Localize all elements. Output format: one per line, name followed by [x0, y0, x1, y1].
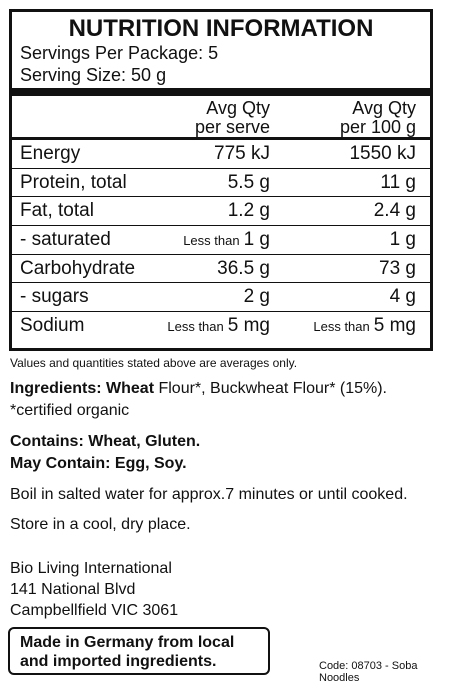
- value: 1 g: [389, 228, 416, 250]
- organic-note: *certified organic: [10, 402, 130, 419]
- per-100g-value: 2.4 g: [270, 200, 416, 222]
- value: 36.5 g: [217, 257, 270, 279]
- table-row: Sodium Less than 5 mg Less than 5 mg: [12, 312, 430, 341]
- value: 5 mg: [373, 315, 416, 337]
- per-serve-value: 1.2 g: [152, 200, 270, 222]
- per-100g-value: 1550 kJ: [270, 143, 416, 165]
- nutrient-name: Fat, total: [20, 200, 94, 222]
- table-row: - sugars 2 g 4 g: [12, 283, 430, 313]
- cooking-instructions: Boil in salted water for approx.7 minute…: [10, 486, 408, 503]
- contains-line: Contains: Wheat, Gluten.: [10, 433, 201, 450]
- nutrient-name: - sugars: [20, 286, 89, 308]
- nutrient-name: Energy: [20, 142, 81, 164]
- per-serve-value: 5.5 g: [152, 172, 270, 194]
- storage-instructions: Store in a cool, dry place.: [10, 516, 191, 533]
- per-100g-value: 11 g: [270, 172, 416, 194]
- per-100g-value: 4 g: [270, 286, 416, 308]
- per-100g-value: Less than 5 mg: [270, 315, 416, 337]
- per-serve-header-line2: per serve: [194, 117, 270, 137]
- per-100g-header: Avg Qty per 100 g: [270, 96, 416, 137]
- nutrient-name: Sodium: [20, 315, 85, 337]
- origin-line2: and imported ingredients.: [20, 653, 217, 670]
- ingredient-wheat: Wheat: [106, 380, 155, 397]
- value: 2.4 g: [373, 200, 416, 222]
- per-100g-header-line2: per 100 g: [339, 117, 416, 137]
- nutrient-name: Carbohydrate: [20, 257, 136, 279]
- less-than-prefix: Less than: [313, 319, 370, 335]
- per-serve-value: Less than 5 mg: [152, 315, 270, 337]
- ingredients-rest: Flour*, Buckwheat Flour* (15%).: [154, 380, 387, 397]
- value: 1550 kJ: [349, 142, 416, 164]
- nutrient-rows: Energy 775 kJ 1550 kJ Protein, total 5.5…: [12, 140, 430, 341]
- product-code: Code: 08703 - Soba Noodles: [319, 660, 418, 684]
- nutrient-name: - saturated: [20, 228, 111, 250]
- value: 775 kJ: [214, 142, 270, 164]
- value: 73 g: [379, 257, 416, 279]
- nutrition-panel: NUTRITION INFORMATION Servings Per Packa…: [9, 9, 433, 351]
- table-row: Carbohydrate 36.5 g 73 g: [12, 255, 430, 284]
- nutrient-name: Protein, total: [20, 171, 127, 193]
- address-line2: 141 National Blvd: [10, 581, 136, 598]
- table-header: Avg Qty per serve Avg Qty per 100 g: [12, 96, 430, 140]
- may-contain-line: May Contain: Egg, Soy.: [10, 455, 187, 472]
- value: 11 g: [380, 171, 416, 193]
- value: 1.2 g: [227, 200, 270, 222]
- origin-box: Made in Germany from local and imported …: [8, 627, 270, 675]
- panel-title: NUTRITION INFORMATION: [68, 15, 374, 42]
- thick-divider: [12, 88, 430, 96]
- address-line3: Campbellfield VIC 3061: [10, 602, 179, 619]
- per-serve-value: 36.5 g: [152, 258, 270, 280]
- less-than-prefix: Less than: [183, 232, 240, 248]
- table-row: Energy 775 kJ 1550 kJ: [12, 140, 430, 169]
- per-serve-value: 2 g: [152, 286, 270, 308]
- address-line1: Bio Living International: [10, 560, 172, 577]
- table-row: Fat, total 1.2 g 2.4 g: [12, 197, 430, 227]
- ingredients-line: Ingredients: Wheat Flour*, Buckwheat Flo…: [10, 378, 450, 399]
- per-100g-header-line1: Avg Qty: [352, 98, 416, 118]
- origin-line1: Made in Germany from local: [20, 634, 235, 651]
- less-than-prefix: Less than: [167, 319, 224, 335]
- per-serve-value: 775 kJ: [152, 143, 270, 165]
- per-serve-header-line1: Avg Qty: [206, 98, 270, 118]
- value: 4 g: [389, 286, 416, 308]
- value: 5.5 g: [227, 171, 270, 193]
- per-serve-value: Less than 1 g: [152, 229, 270, 251]
- value: 2 g: [243, 286, 270, 308]
- value: 1 g: [243, 228, 270, 250]
- per-100g-value: 1 g: [270, 229, 416, 251]
- table-row: - saturated Less than 1 g 1 g: [12, 226, 430, 255]
- table-row: Protein, total 5.5 g 11 g: [12, 169, 430, 198]
- per-100g-value: 73 g: [270, 258, 416, 280]
- value: 5 mg: [227, 315, 270, 337]
- ingredients-label: Ingredients:: [10, 380, 102, 397]
- serving-size: Serving Size: 50 g: [20, 65, 167, 85]
- averages-note: Values and quantities stated above are a…: [10, 356, 298, 370]
- servings-per-package: Servings Per Package: 5: [20, 43, 219, 63]
- per-serve-header: Avg Qty per serve: [152, 96, 270, 137]
